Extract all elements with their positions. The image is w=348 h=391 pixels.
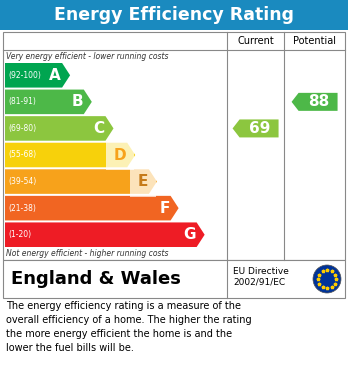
- Text: Potential: Potential: [293, 36, 336, 46]
- Text: The energy efficiency rating is a measure of the
overall efficiency of a home. T: The energy efficiency rating is a measur…: [6, 301, 252, 353]
- Text: (1-20): (1-20): [8, 230, 31, 239]
- Polygon shape: [5, 90, 92, 114]
- Polygon shape: [5, 143, 135, 167]
- Text: C: C: [93, 121, 104, 136]
- Text: Energy Efficiency Rating: Energy Efficiency Rating: [54, 6, 294, 24]
- Polygon shape: [5, 222, 205, 247]
- Text: F: F: [159, 201, 169, 216]
- Text: (92-100): (92-100): [8, 71, 41, 80]
- Text: G: G: [183, 227, 196, 242]
- Text: E: E: [137, 174, 148, 189]
- Bar: [3, 260, 345, 298]
- Bar: [3, 32, 345, 260]
- Text: England & Wales: England & Wales: [11, 270, 181, 288]
- Polygon shape: [232, 119, 278, 137]
- Circle shape: [313, 265, 341, 293]
- Polygon shape: [5, 196, 179, 221]
- Text: (81-91): (81-91): [8, 97, 36, 106]
- Text: EU Directive
2002/91/EC: EU Directive 2002/91/EC: [233, 267, 289, 287]
- Polygon shape: [5, 169, 157, 194]
- Text: B: B: [71, 94, 83, 109]
- Text: A: A: [49, 68, 61, 83]
- Text: Current: Current: [237, 36, 274, 46]
- Text: (39-54): (39-54): [8, 177, 36, 186]
- Text: D: D: [113, 147, 126, 163]
- Bar: [0, 0, 348, 30]
- Text: (55-68): (55-68): [8, 151, 36, 160]
- Text: 69: 69: [249, 121, 270, 136]
- Text: Not energy efficient - higher running costs: Not energy efficient - higher running co…: [6, 249, 168, 258]
- Text: (69-80): (69-80): [8, 124, 36, 133]
- Polygon shape: [5, 116, 113, 141]
- Text: Very energy efficient - lower running costs: Very energy efficient - lower running co…: [6, 52, 168, 61]
- Text: (21-38): (21-38): [8, 204, 36, 213]
- Polygon shape: [292, 93, 338, 111]
- Polygon shape: [5, 63, 70, 88]
- Text: 88: 88: [308, 94, 329, 109]
